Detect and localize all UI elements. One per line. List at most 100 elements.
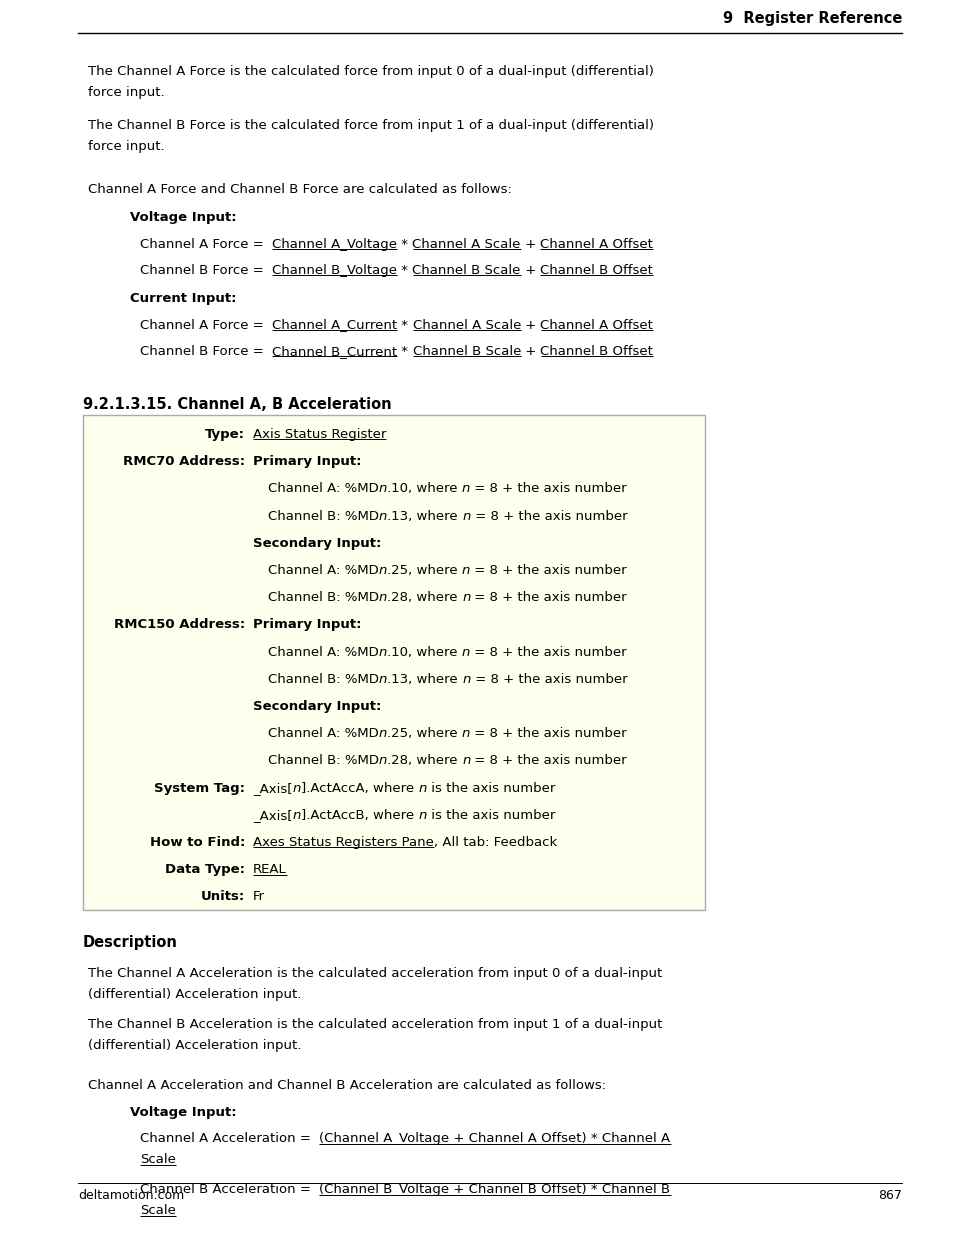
Text: Data Type:: Data Type: (165, 863, 245, 876)
Text: REAL: REAL (253, 863, 287, 876)
Text: n: n (461, 483, 470, 495)
Text: Axes Status Registers Pane: Axes Status Registers Pane (253, 836, 434, 848)
Text: Type:: Type: (205, 429, 245, 441)
Text: Channel A: %MD: Channel A: %MD (268, 483, 378, 495)
Text: n: n (378, 755, 387, 767)
Text: Channel B Force =: Channel B Force = (140, 345, 272, 358)
Text: Channel A Scale: Channel A Scale (412, 237, 520, 251)
Text: n: n (378, 564, 387, 577)
Text: Scale: Scale (140, 1204, 175, 1218)
Text: = 8 + the axis number: = 8 + the axis number (470, 483, 626, 495)
Text: Channel A Force and Channel B Force are calculated as follows:: Channel A Force and Channel B Force are … (88, 183, 512, 196)
Text: n: n (378, 483, 387, 495)
Text: Secondary Input:: Secondary Input: (253, 537, 381, 550)
Text: (Channel B_Voltage + Channel B Offset) * Channel B: (Channel B_Voltage + Channel B Offset) *… (319, 1183, 670, 1197)
Text: Channel A Scale: Channel A Scale (413, 319, 520, 331)
Text: +: + (520, 237, 539, 251)
Text: The Channel A Force is the calculated force from input 0 of a dual-input (differ: The Channel A Force is the calculated fo… (88, 65, 653, 78)
Text: = 8 + the axis number: = 8 + the axis number (470, 510, 626, 522)
Text: .13, where: .13, where (387, 673, 462, 685)
Text: = 8 + the axis number: = 8 + the axis number (470, 727, 626, 740)
Text: .25, where: .25, where (387, 564, 461, 577)
Text: 9  Register Reference: 9 Register Reference (721, 11, 901, 26)
Text: ].ActAccA, where: ].ActAccA, where (300, 782, 417, 794)
Text: n: n (462, 673, 470, 685)
Text: (differential) Acceleration input.: (differential) Acceleration input. (88, 988, 301, 1000)
Text: How to Find:: How to Find: (150, 836, 245, 848)
Text: *: * (397, 345, 413, 358)
Text: Channel B Offset: Channel B Offset (540, 345, 653, 358)
Text: Channel A: %MD: Channel A: %MD (268, 564, 378, 577)
Text: Channel B Force =: Channel B Force = (140, 264, 272, 277)
Text: deltamotion.com: deltamotion.com (78, 1189, 184, 1202)
Text: Channel A Offset: Channel A Offset (539, 237, 653, 251)
Text: = 8 + the axis number: = 8 + the axis number (470, 755, 626, 767)
Text: +: + (520, 264, 539, 277)
Text: +: + (520, 319, 540, 331)
Text: ].ActAccB, where: ].ActAccB, where (300, 809, 417, 821)
Text: n: n (378, 646, 387, 658)
Text: _Axis[: _Axis[ (253, 809, 293, 821)
Text: Units:: Units: (200, 890, 245, 903)
Text: n: n (417, 809, 426, 821)
Text: Current Input:: Current Input: (130, 291, 236, 305)
Text: The Channel B Force is the calculated force from input 1 of a dual-input (differ: The Channel B Force is the calculated fo… (88, 119, 654, 132)
Text: Voltage Input:: Voltage Input: (130, 211, 236, 224)
FancyBboxPatch shape (83, 415, 704, 910)
Text: .13, where: .13, where (387, 510, 462, 522)
Text: n: n (378, 727, 387, 740)
Text: Channel B: %MD: Channel B: %MD (268, 592, 378, 604)
Text: Channel A Acceleration and Channel B Acceleration are calculated as follows:: Channel A Acceleration and Channel B Acc… (88, 1078, 605, 1092)
Text: n: n (461, 727, 470, 740)
Text: *: * (397, 319, 413, 331)
Text: *: * (396, 264, 412, 277)
Text: RMC150 Address:: RMC150 Address: (113, 619, 245, 631)
Text: Primary Input:: Primary Input: (253, 619, 361, 631)
Text: , All tab: Feedback: , All tab: Feedback (434, 836, 557, 848)
Text: Fr: Fr (253, 890, 265, 903)
Text: .10, where: .10, where (387, 646, 461, 658)
Text: n: n (462, 510, 470, 522)
Text: Channel A Force =: Channel A Force = (140, 319, 272, 331)
Text: 867: 867 (877, 1189, 901, 1202)
Text: = 8 + the axis number: = 8 + the axis number (470, 673, 626, 685)
Text: Channel B_Voltage: Channel B_Voltage (272, 264, 396, 277)
Text: .28, where: .28, where (387, 592, 461, 604)
Text: +: + (520, 345, 540, 358)
Text: = 8 + the axis number: = 8 + the axis number (470, 646, 626, 658)
Text: Channel A Force =: Channel A Force = (140, 237, 272, 251)
Text: Channel B Scale: Channel B Scale (412, 264, 520, 277)
Text: Primary Input:: Primary Input: (253, 456, 361, 468)
Text: n: n (461, 755, 470, 767)
Text: is the axis number: is the axis number (426, 782, 555, 794)
Text: n: n (293, 782, 300, 794)
Text: Channel A_Voltage: Channel A_Voltage (272, 237, 396, 251)
Text: n: n (378, 673, 387, 685)
Text: Channel B_Current: Channel B_Current (272, 345, 397, 358)
Text: Channel B: %MD: Channel B: %MD (268, 510, 378, 522)
Text: Channel B: %MD: Channel B: %MD (268, 673, 378, 685)
Text: n: n (461, 592, 470, 604)
Text: is the axis number: is the axis number (426, 809, 555, 821)
Text: .28, where: .28, where (387, 755, 461, 767)
Text: Channel A Acceleration =: Channel A Acceleration = (140, 1132, 319, 1145)
Text: n: n (461, 646, 470, 658)
Text: n: n (417, 782, 426, 794)
Text: *: * (396, 237, 412, 251)
Text: = 8 + the axis number: = 8 + the axis number (470, 592, 626, 604)
Text: Channel B Offset: Channel B Offset (539, 264, 653, 277)
Text: 9.2.1.3.15. Channel A, B Acceleration: 9.2.1.3.15. Channel A, B Acceleration (83, 396, 392, 412)
Text: n: n (378, 510, 387, 522)
Text: Channel B Scale: Channel B Scale (413, 345, 520, 358)
Text: Channel A: %MD: Channel A: %MD (268, 727, 378, 740)
Text: n: n (293, 809, 300, 821)
Text: The Channel B Acceleration is the calculated acceleration from input 1 of a dual: The Channel B Acceleration is the calcul… (88, 1018, 661, 1030)
Text: = 8 + the axis number: = 8 + the axis number (470, 564, 626, 577)
Text: .25, where: .25, where (387, 727, 461, 740)
Text: Channel A_Current: Channel A_Current (272, 319, 397, 331)
Text: Channel B: %MD: Channel B: %MD (268, 755, 378, 767)
Text: Voltage Input:: Voltage Input: (130, 1105, 236, 1119)
Text: n: n (461, 564, 470, 577)
Text: Description: Description (83, 935, 177, 950)
Text: RMC70 Address:: RMC70 Address: (123, 456, 245, 468)
